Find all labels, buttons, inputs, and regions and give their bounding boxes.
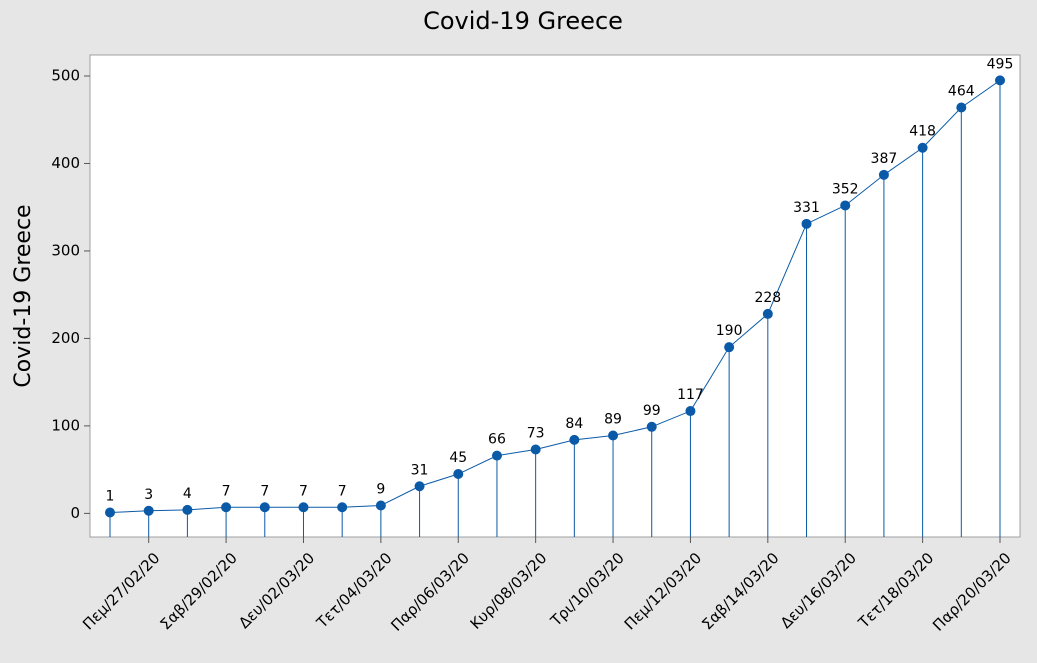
data-label: 99: [643, 403, 661, 419]
marker: [840, 200, 851, 211]
data-label: 7: [338, 483, 347, 499]
y-tick-label: 100: [51, 416, 80, 434]
x-tick-label: Παρ/06/03/20: [387, 549, 473, 635]
marker: [801, 218, 812, 229]
y-axis-label: Covid-19 Greece: [11, 204, 36, 387]
x-tick-label: Παρ/20/03/20: [929, 549, 1015, 635]
marker: [956, 102, 967, 113]
marker: [917, 142, 928, 153]
data-label: 387: [871, 151, 898, 167]
marker: [724, 342, 735, 353]
y-tick-label: 200: [51, 329, 80, 347]
marker: [337, 502, 348, 513]
data-label: 495: [987, 56, 1014, 72]
x-tick-label: Δευ/16/03/20: [777, 549, 860, 632]
marker: [995, 75, 1005, 86]
data-label: 45: [449, 450, 467, 466]
marker: [182, 504, 193, 515]
marker: [491, 450, 502, 461]
x-tick-label: Σαβ/29/02/20: [156, 549, 240, 633]
marker: [530, 444, 541, 455]
marker: [569, 434, 580, 445]
data-label: 73: [527, 426, 545, 442]
marker: [259, 502, 270, 513]
data-label: 89: [604, 412, 622, 428]
data-label: 3: [144, 487, 153, 503]
marker: [878, 169, 889, 180]
marker: [608, 430, 619, 441]
data-label: 31: [411, 462, 429, 478]
y-tick-label: 400: [51, 154, 80, 172]
marker: [414, 481, 425, 492]
marker: [685, 406, 696, 417]
data-label: 331: [793, 200, 820, 216]
y-tick-label: 500: [51, 66, 80, 84]
x-tick-label: Τρι/10/03/20: [546, 549, 627, 630]
marker: [105, 507, 115, 518]
data-label: 7: [260, 483, 269, 499]
data-label: 117: [677, 387, 704, 403]
chart-title: Covid-19 Greece: [423, 7, 623, 35]
y-tick-label: 300: [51, 241, 80, 259]
marker: [143, 505, 154, 516]
x-tick-label: Τετ/18/03/20: [854, 549, 937, 632]
marker: [646, 421, 657, 432]
marker: [221, 502, 232, 513]
x-tick-label: Πεμ/27/02/20: [79, 549, 163, 633]
data-label: 418: [909, 124, 936, 140]
plot-area: [89, 54, 1021, 538]
line: [109, 79, 1001, 514]
x-tick-label: Κυρ/08/03/20: [467, 549, 551, 633]
marker: [762, 308, 773, 319]
data-label: 66: [488, 432, 506, 448]
data-label: 7: [299, 483, 308, 499]
data-label: 84: [565, 416, 583, 432]
data-label: 4: [183, 486, 192, 502]
marker: [298, 502, 309, 513]
data-label: 1: [106, 489, 115, 505]
y-tick-label: 0: [70, 504, 80, 522]
data-label: 352: [832, 181, 859, 197]
x-tick-label: Δευ/02/03/20: [235, 549, 318, 632]
data-label: 464: [948, 83, 975, 99]
data-label: 228: [754, 290, 781, 306]
marker: [375, 500, 386, 511]
x-tick-label: Τετ/04/03/20: [312, 549, 395, 632]
marker: [453, 469, 464, 480]
data-label: 190: [716, 323, 743, 339]
x-tick-label: Πεμ/12/03/20: [621, 549, 705, 633]
data-label: 9: [376, 482, 385, 498]
x-tick-label: Σαβ/14/03/20: [698, 549, 782, 633]
data-label: 7: [222, 483, 231, 499]
